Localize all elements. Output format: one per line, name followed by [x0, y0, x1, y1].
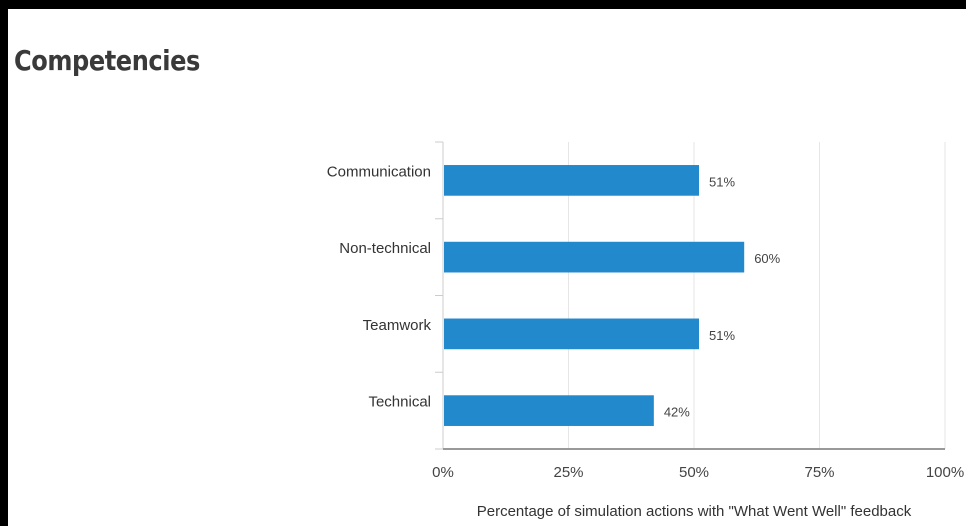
- bar: [444, 165, 700, 196]
- x-tick-label: 75%: [804, 464, 834, 481]
- bar: [444, 395, 654, 426]
- y-category-label: Communication: [327, 163, 431, 180]
- chart-title: Competencies: [14, 44, 200, 77]
- x-tick-label: 100%: [926, 464, 964, 481]
- bar: [444, 318, 700, 350]
- y-category-label: Teamwork: [363, 317, 432, 334]
- bar: [444, 241, 745, 273]
- bar-data-label: 51%: [709, 174, 735, 189]
- x-tick-label: 25%: [553, 464, 583, 481]
- bars: [444, 165, 745, 426]
- x-axis-title: Percentage of simulation actions with "W…: [477, 503, 912, 520]
- x-tick-label: 0%: [432, 464, 454, 481]
- bar-data-label: 51%: [709, 328, 735, 343]
- bar-data-label: 60%: [754, 251, 780, 266]
- bar-data-label: 42%: [664, 405, 690, 420]
- y-category-label: Technical: [368, 394, 431, 411]
- labels: 0% 25% 50% 75% 100% Communication 51% Non-techn…: [327, 163, 964, 481]
- x-tick-label: 50%: [679, 464, 709, 481]
- y-category-label: Non-technical: [339, 240, 431, 257]
